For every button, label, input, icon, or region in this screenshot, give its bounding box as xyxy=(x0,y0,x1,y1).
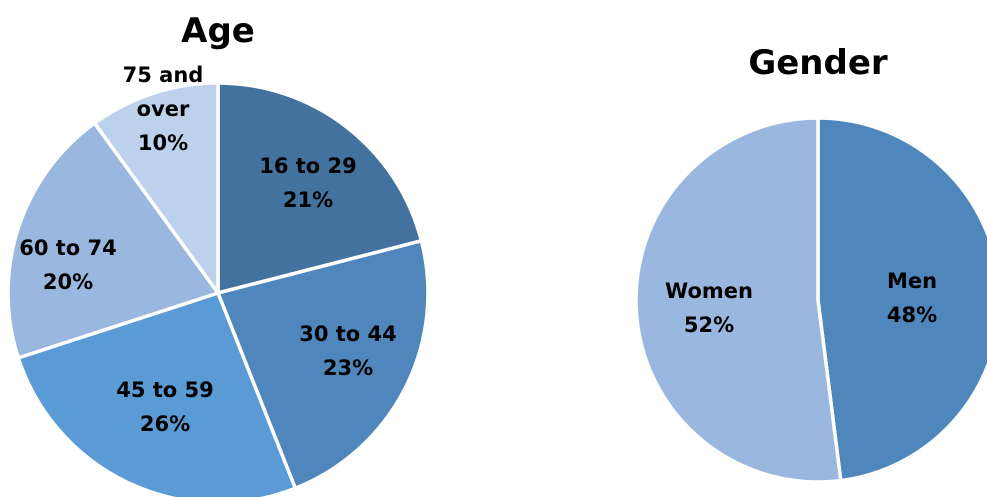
age-slice-label-line: 30 to 44 xyxy=(299,322,397,346)
gender-chart-title: Gender xyxy=(748,43,888,83)
gender-slice-label-line: 52% xyxy=(684,313,734,337)
gender-pie-chart: Gender Men 48% Women 52% xyxy=(634,43,987,484)
age-slices xyxy=(6,81,430,497)
gender-slice-men xyxy=(816,116,987,483)
age-slice-label-75-and-over: 75 and over 10% xyxy=(123,63,204,155)
age-pie-chart: Age 16 to 29 21% 30 to 44 23% 45 to 59 26% 60 … xyxy=(6,11,430,497)
gender-slice-label-women: Women 52% xyxy=(665,279,753,337)
gender-slices xyxy=(634,116,987,484)
age-slice-label-line: over xyxy=(137,97,190,121)
gender-slice-label-line: Men xyxy=(887,269,937,293)
age-slice-60-to-74 xyxy=(6,121,220,360)
age-slice-30-to-44 xyxy=(216,239,430,490)
gender-slice-label-line: Women xyxy=(665,279,753,303)
age-slice-label-30-to-44: 30 to 44 23% xyxy=(299,322,397,380)
age-slice-75-and-over xyxy=(92,81,220,295)
age-slice-label-line: 23% xyxy=(323,356,373,380)
age-slice-16-to-29 xyxy=(216,81,424,295)
age-slice-label-line: 20% xyxy=(43,270,93,294)
age-slice-labels: 16 to 29 21% 30 to 44 23% 45 to 59 26% 60 to 7… xyxy=(19,63,397,436)
gender-slice-label-men: Men 48% xyxy=(887,269,937,327)
age-slice-label-line: 10% xyxy=(138,131,188,155)
age-slice-label-60-to-74: 60 to 74 20% xyxy=(19,236,117,294)
age-slice-45-to-59 xyxy=(16,291,298,497)
age-slice-label-45-to-59: 45 to 59 26% xyxy=(116,378,214,436)
age-slice-label-16-to-29: 16 to 29 21% xyxy=(259,154,357,212)
age-slice-label-line: 60 to 74 xyxy=(19,236,117,260)
age-chart-title: Age xyxy=(181,11,255,51)
age-slice-label-line: 16 to 29 xyxy=(259,154,357,178)
age-slice-label-line: 26% xyxy=(140,412,190,436)
gender-slice-women xyxy=(634,116,843,484)
gender-slice-labels: Men 48% Women 52% xyxy=(665,269,937,337)
gender-slice-label-line: 48% xyxy=(887,303,937,327)
age-slice-label-line: 75 and xyxy=(123,63,204,87)
age-slice-label-line: 45 to 59 xyxy=(116,378,214,402)
age-slice-label-line: 21% xyxy=(283,188,333,212)
